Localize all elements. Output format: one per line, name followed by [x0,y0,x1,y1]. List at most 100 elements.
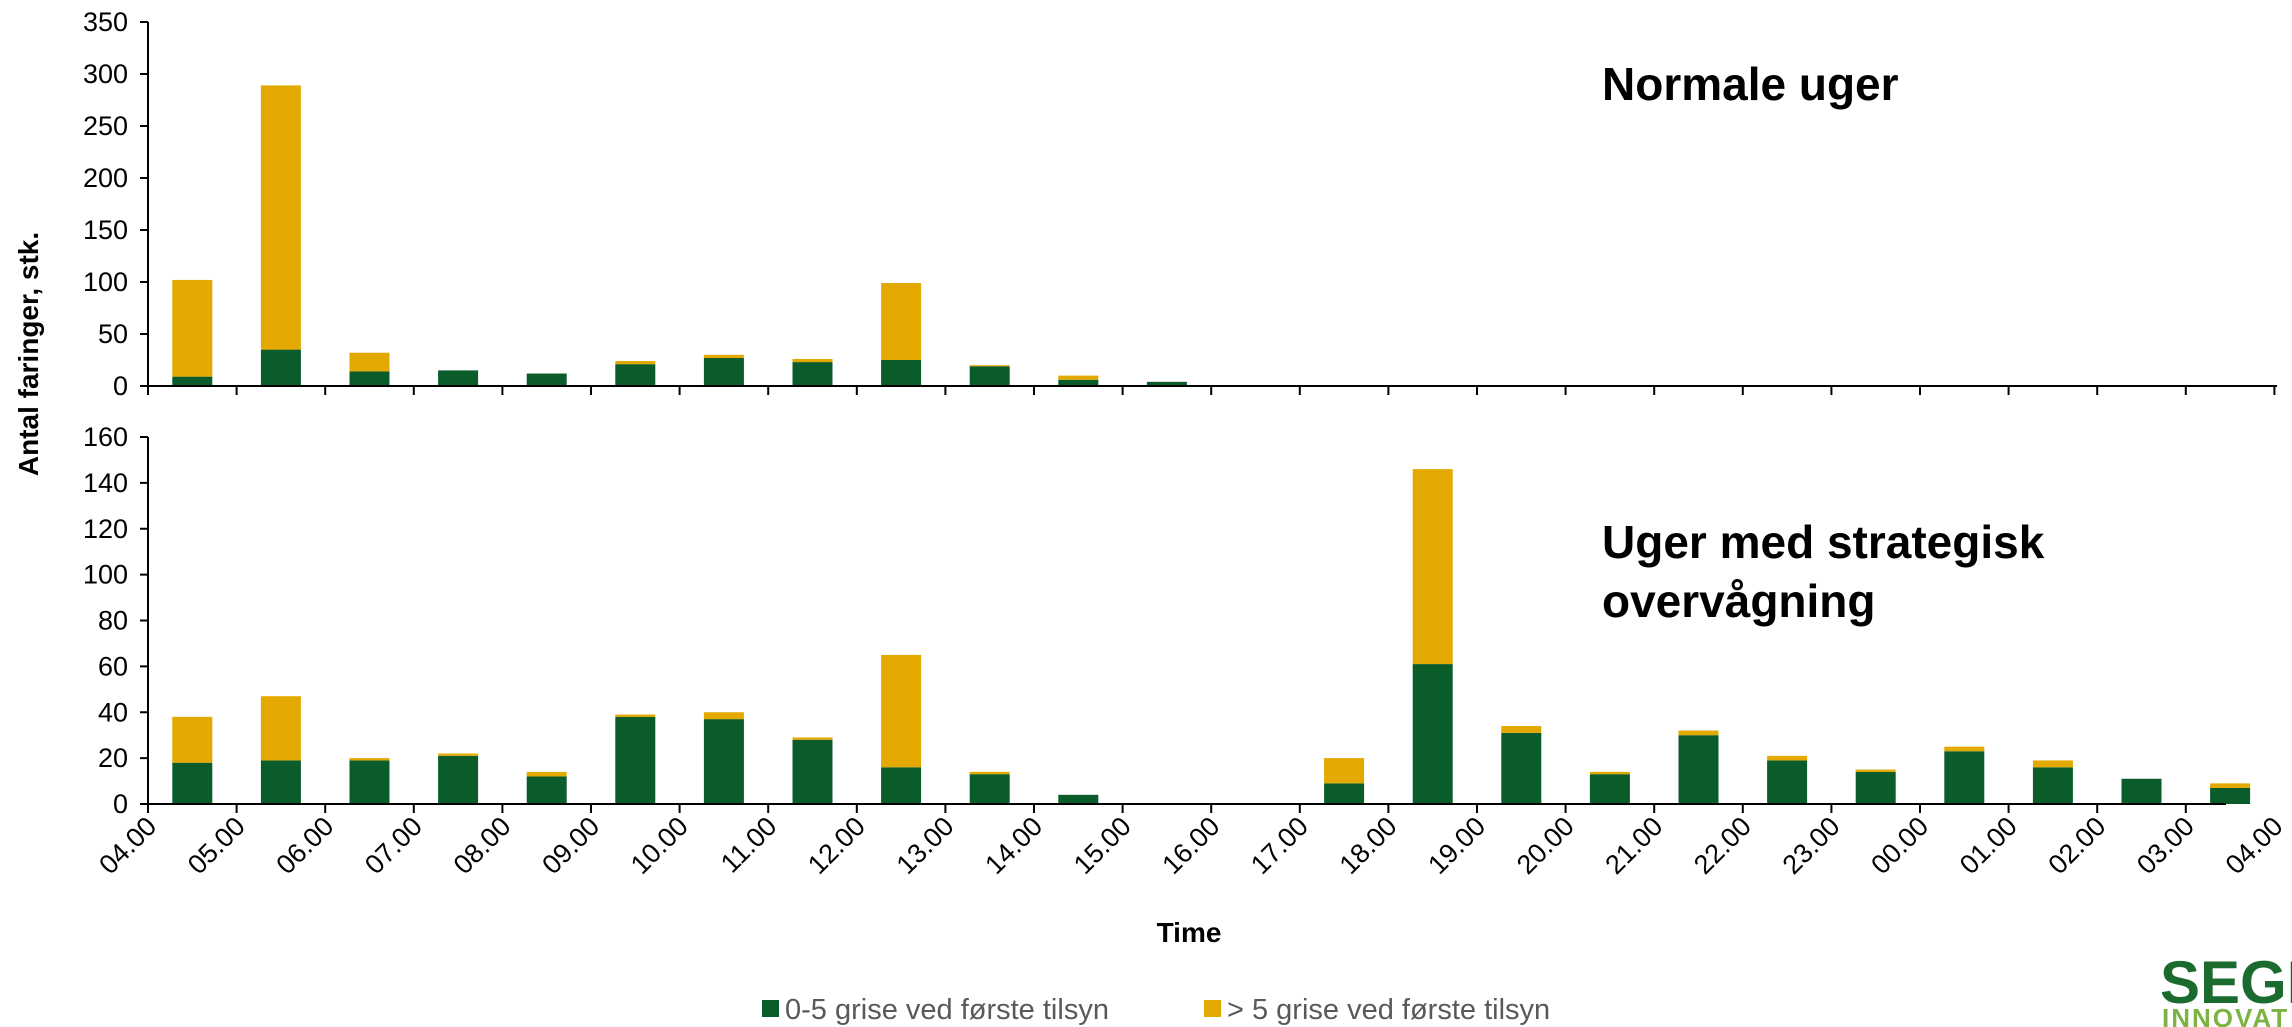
bar-segment-over-5-grise [1678,730,1719,736]
bar-segment-over-5-grise [1589,771,1630,775]
bar-segment-0-5-grise [1501,732,1542,804]
y-tick-label: 100 [83,560,128,590]
bar-segment-over-5-grise [260,696,301,761]
x-tick-label: 14.00 [979,811,1048,880]
x-tick-label: 01.00 [1954,811,2023,880]
top-panel: 0 50 100 150 200 250 300 350 Normale uger [83,7,2277,401]
top-bars [172,85,1187,386]
bar-segment-0-5-grise [1944,751,1985,804]
bar-segment-over-5-grise [881,654,922,768]
x-tick-label: 04.00 [2220,811,2289,880]
bar-segment-over-5-grise [2032,760,2073,768]
bar-segment-0-5-grise [260,760,301,804]
y-tick-label: 40 [98,697,128,727]
bar-segment-over-5-grise [1767,755,1808,761]
x-tick-label: 15.00 [1068,811,1137,880]
bar-segment-0-5-grise [703,719,744,804]
x-axis-title: Time [1157,917,1222,948]
y-tick-label: 20 [98,743,128,773]
x-tick-label: 00.00 [1865,811,1934,880]
bar-segment-0-5-grise [172,762,213,804]
bar-segment-over-5-grise [881,283,922,360]
bar-segment-0-5-grise [881,767,922,804]
legend-swatch-high [1204,1000,1221,1017]
bar-segment-0-5-grise [1324,783,1365,804]
x-tick-label: 02.00 [2042,811,2111,880]
x-tick-label: 17.00 [1245,811,1314,880]
bar-segment-over-5-grise [438,753,479,756]
bar-segment-over-5-grise [526,771,567,777]
bar-segment-over-5-grise [703,354,744,358]
x-tick-label: 21.00 [1599,811,1668,880]
bottom-panel-title-line2: overvågning [1602,575,1876,627]
y-tick-label: 350 [83,7,128,37]
bar-segment-0-5-grise [172,376,213,386]
bar-segment-over-5-grise [615,361,656,365]
bar-segment-0-5-grise [792,362,833,386]
logo-text-sub: INNOVAT [2162,1003,2289,1027]
bar-segment-0-5-grise [2210,787,2251,804]
y-tick-label: 200 [83,163,128,193]
bar-segment-0-5-grise [1767,760,1808,804]
x-tick-label: 04.00 [93,811,162,880]
y-tick-label: 50 [98,319,128,349]
x-tick-label: 23.00 [1777,811,1846,880]
y-axis-title: Antal faringer, stk. [13,232,44,476]
y-tick-label: 250 [83,111,128,141]
y-tick-label: 60 [98,651,128,681]
bar-segment-0-5-grise [1412,664,1453,804]
logo-text-main: SEGE [2160,949,2292,1016]
legend: 0-5 grise ved første tilsyn > 5 grise ve… [762,994,1550,1026]
bar-segment-0-5-grise [2121,778,2162,804]
bar-segment-0-5-grise [1855,771,1896,804]
x-tick-label: 05.00 [182,811,251,880]
bar-segment-over-5-grise [1058,375,1099,380]
bottom-panel: 0 20 40 60 80 100 120 140 160 04.00 05.00 06.00 07.… [83,422,2289,880]
bar-segment-0-5-grise [1146,381,1187,386]
y-tick-label: 0 [113,789,128,819]
legend-swatch-low [762,1000,779,1017]
bar-segment-over-5-grise [1944,746,1985,752]
bar-segment-0-5-grise [349,371,390,386]
x-tick-label: 12.00 [802,811,871,880]
x-tick-label: 09.00 [536,811,605,880]
top-y-ticks: 0 50 100 150 200 250 300 350 [83,7,148,401]
bar-segment-0-5-grise [1678,735,1719,804]
bar-segment-over-5-grise [792,737,833,740]
bar-segment-0-5-grise [1058,379,1099,386]
bar-segment-0-5-grise [526,373,567,386]
x-tick-label: 03.00 [2131,811,2200,880]
y-tick-label: 150 [83,215,128,245]
bar-segment-over-5-grise [969,771,1010,775]
bar-segment-over-5-grise [1501,726,1542,733]
bar-segment-over-5-grise [792,358,833,363]
y-tick-label: 300 [83,59,128,89]
bar-segment-0-5-grise [615,364,656,386]
bar-segment-over-5-grise [969,365,1010,367]
legend-label-low: 0-5 grise ved første tilsyn [785,994,1109,1026]
bar-segment-over-5-grise [615,714,656,717]
bar-segment-over-5-grise [1412,469,1453,665]
bottom-panel-title-line1: Uger med strategisk [1602,516,2045,568]
x-tick-label: 06.00 [270,811,339,880]
y-tick-label: 120 [83,514,128,544]
y-tick-label: 80 [98,606,128,636]
bar-segment-0-5-grise [703,357,744,386]
bar-segment-over-5-grise [260,85,301,350]
x-tick-label: 11.00 [715,811,783,879]
seges-logo: SEGE INNOVAT [2160,949,2292,1027]
bottom-y-ticks: 0 20 40 60 80 100 120 140 160 [83,422,148,819]
bar-segment-over-5-grise [2210,783,2251,788]
bottom-bars [172,469,2251,804]
y-tick-label: 140 [83,468,128,498]
bar-segment-0-5-grise [615,716,656,804]
bar-segment-over-5-grise [1855,769,1896,772]
legend-label-high: > 5 grise ved første tilsyn [1227,994,1550,1026]
bar-segment-over-5-grise [172,716,213,763]
bar-segment-over-5-grise [172,279,213,377]
bar-segment-0-5-grise [969,366,1010,386]
bar-segment-over-5-grise [703,712,744,720]
x-tick-label: 22.00 [1688,811,1757,880]
bar-segment-over-5-grise [349,758,390,761]
